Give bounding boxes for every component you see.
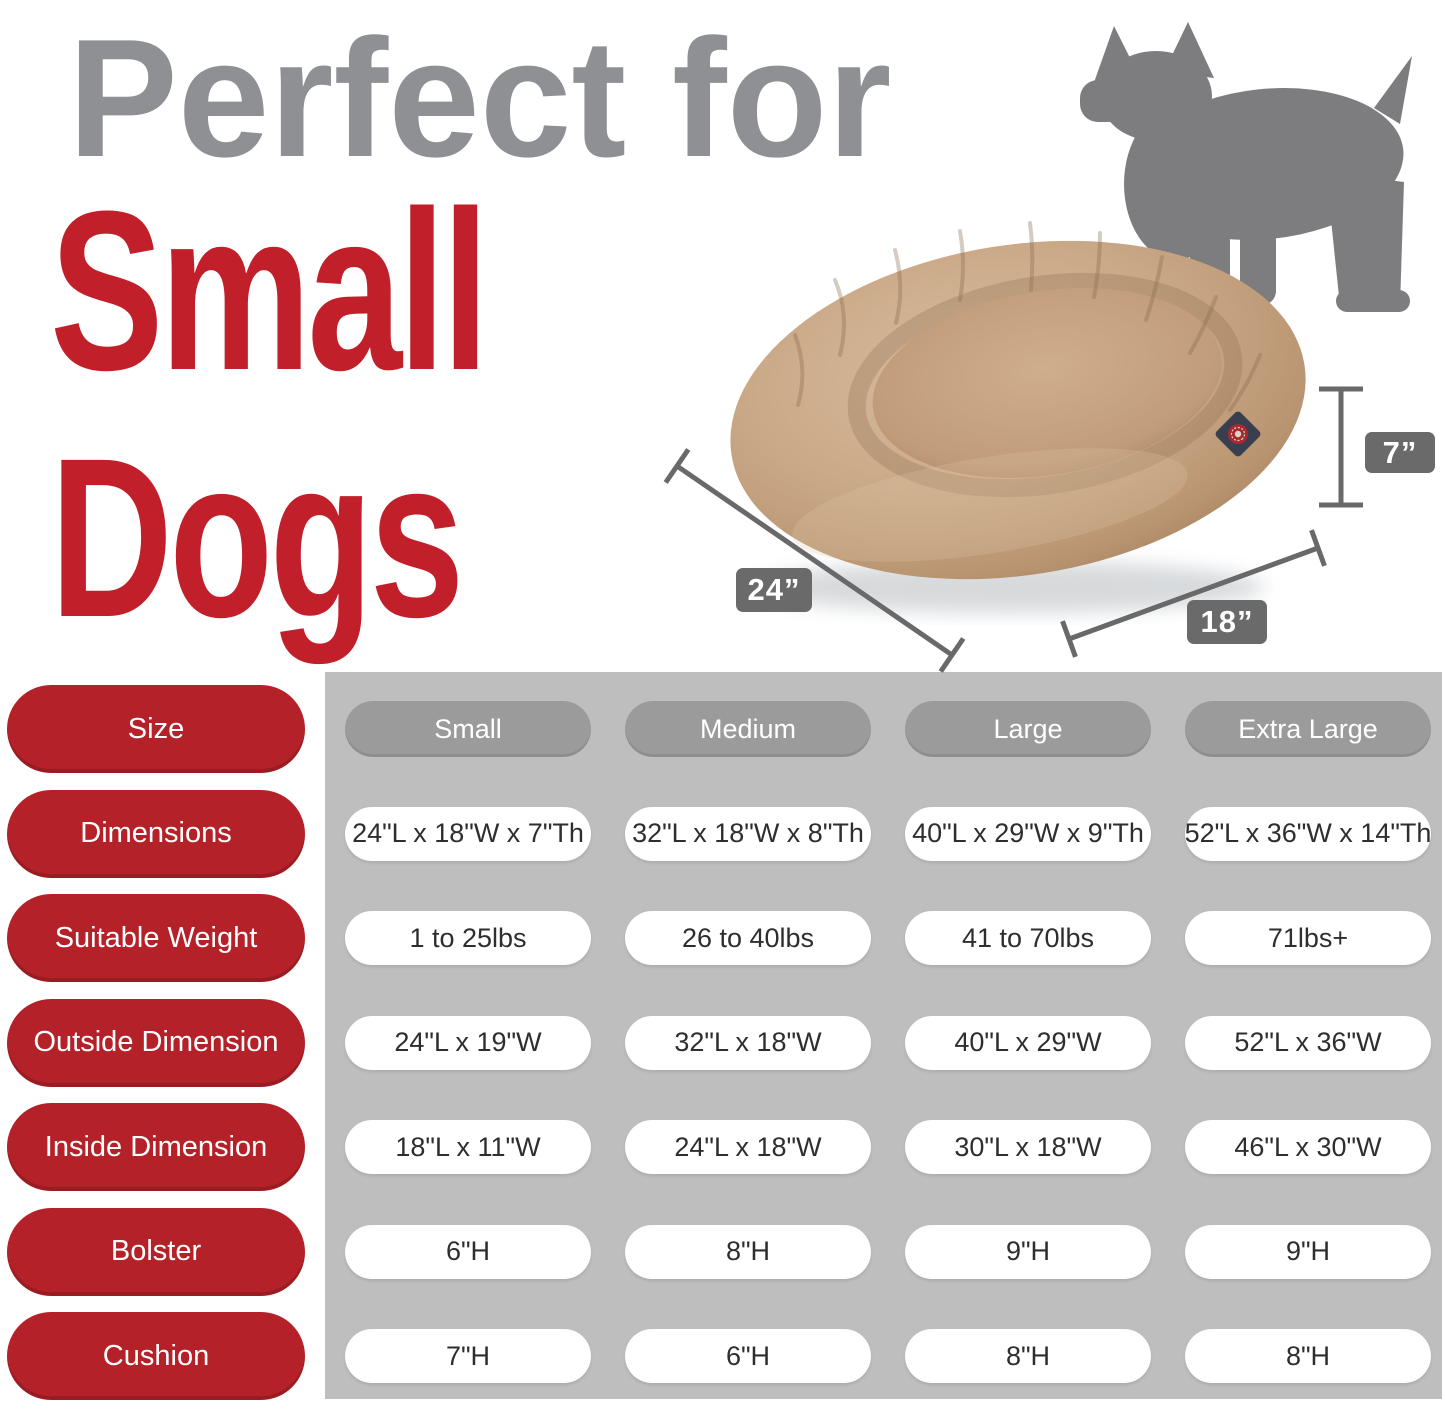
cell-bolster-large: 9"H [905, 1224, 1151, 1279]
cell-inside-small: 18"L x 11"W [345, 1120, 591, 1174]
column-header-extra-large: Extra Large [1185, 701, 1431, 757]
dog-rear-foot [1336, 290, 1410, 312]
cell-inside-extra-large: 46"L x 30"W [1185, 1120, 1431, 1174]
height-dimension-label: 7” [1365, 432, 1435, 473]
cell-outside-medium: 32"L x 18"W [625, 1015, 871, 1070]
dog-muzzle [1080, 80, 1152, 122]
cell-cushion-small: 7"H [345, 1329, 591, 1383]
bed-cushion [872, 288, 1222, 478]
headline-emphasis-line2: Dogs [50, 412, 464, 666]
cell-outside-small: 24"L x 19"W [345, 1015, 591, 1070]
cell-dimensions-medium: 32"L x 18"W x 8"Th [625, 806, 871, 861]
dog-front-leg-2 [1240, 227, 1276, 305]
cell-bolster-extra-large: 9"H [1185, 1224, 1431, 1279]
column-header-large: Large [905, 701, 1151, 757]
row-header-size: Size [7, 685, 305, 773]
cell-dimensions-large: 40"L x 29"W x 9"Th [905, 806, 1151, 861]
row-header-dimensions: Dimensions [7, 789, 305, 878]
headline-prefix: Perfect for [68, 4, 892, 192]
dog-tail [1374, 56, 1412, 124]
cell-weight-large: 41 to 70lbs [905, 911, 1151, 965]
brand-tag-icon [1215, 411, 1261, 457]
row-header-inside-dimension: Inside Dimension [7, 1103, 305, 1191]
cell-bolster-small: 6"H [345, 1224, 591, 1279]
cell-bolster-medium: 8"H [625, 1224, 871, 1279]
row-header-bolster: Bolster [7, 1207, 305, 1296]
width-dimension-label: 18” [1187, 600, 1267, 644]
headline-emphasis-line1: Small [50, 165, 489, 418]
cell-weight-extra-large: 71lbs+ [1185, 911, 1431, 965]
cell-outside-large: 40"L x 29"W [905, 1015, 1151, 1070]
dog-bed-photo [730, 221, 1306, 613]
bed-fold-lines [793, 221, 1262, 412]
column-header-small: Small [345, 701, 591, 757]
cell-inside-large: 30"L x 18"W [905, 1120, 1151, 1174]
bed-rim-crease [847, 272, 1243, 498]
row-header-outside-dimension: Outside Dimension [7, 998, 305, 1087]
cell-cushion-extra-large: 8"H [1185, 1329, 1431, 1383]
cell-outside-extra-large: 52"L x 36"W [1185, 1015, 1431, 1070]
row-header-cushion: Cushion [7, 1312, 305, 1400]
cell-dimensions-small: 24"L x 18"W x 7"Th [345, 806, 591, 861]
length-dimension-label: 24” [736, 568, 812, 612]
cell-cushion-large: 8"H [905, 1329, 1151, 1383]
size-chart-table: Size Small Medium Large Extra Large Dime… [7, 685, 1431, 1400]
column-header-medium: Medium [625, 701, 871, 757]
dog-rear-leg [1326, 172, 1404, 306]
row-header-suitable-weight: Suitable Weight [7, 894, 305, 982]
cell-weight-medium: 26 to 40lbs [625, 911, 871, 965]
cell-inside-medium: 24"L x 18"W [625, 1120, 871, 1174]
headline-emphasis: Small Dogs [50, 165, 489, 666]
cell-weight-small: 1 to 25lbs [345, 911, 591, 965]
cell-dimensions-extra-large: 52"L x 36"W x 14"Th [1185, 806, 1431, 861]
cell-cushion-medium: 6"H [625, 1329, 871, 1383]
